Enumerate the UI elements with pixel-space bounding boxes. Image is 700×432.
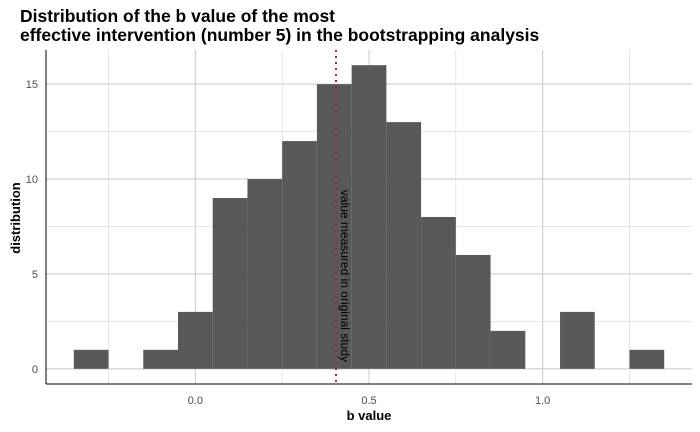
histogram-bar <box>386 122 422 369</box>
histogram-bar <box>351 65 387 369</box>
histogram-bar <box>212 198 248 369</box>
y-axis-title: distribution <box>8 182 23 254</box>
chart-title-line-1: Distribution of the b value of the most <box>20 6 335 26</box>
reference-line-label: value measured in original study <box>338 190 352 362</box>
histogram-bar <box>629 349 665 369</box>
histogram-bar <box>316 84 352 369</box>
histogram-bar <box>490 330 526 369</box>
chart-title: Distribution of the b value of the most … <box>20 7 539 45</box>
x-tick-label: 1.0 <box>535 395 550 407</box>
reference-line-group: value measured in original study <box>335 50 352 384</box>
chart-title-line-2: effective intervention (number 5) in the… <box>20 25 540 45</box>
y-tick-label: 10 <box>26 174 38 186</box>
x-tick-label: 0.5 <box>361 395 376 407</box>
histogram-bar <box>282 141 317 369</box>
y-tick-label: 15 <box>26 79 38 91</box>
y-tick-label: 5 <box>32 269 38 281</box>
histogram-bar <box>455 254 491 369</box>
histogram-bar <box>73 349 109 369</box>
x-axis-title: b value <box>347 408 392 423</box>
histogram-bar <box>143 349 178 369</box>
x-tick-label: 0.0 <box>188 395 203 407</box>
tick-labels: 0.0 0.5 1.0 0 5 10 15 <box>26 79 551 407</box>
histogram-bar <box>177 311 213 369</box>
y-tick-label: 0 <box>32 364 38 376</box>
histogram-bar <box>560 311 595 369</box>
histogram-bar <box>421 217 456 369</box>
histogram-bars <box>73 65 665 369</box>
histogram-bar <box>247 179 283 369</box>
axes <box>45 50 692 385</box>
